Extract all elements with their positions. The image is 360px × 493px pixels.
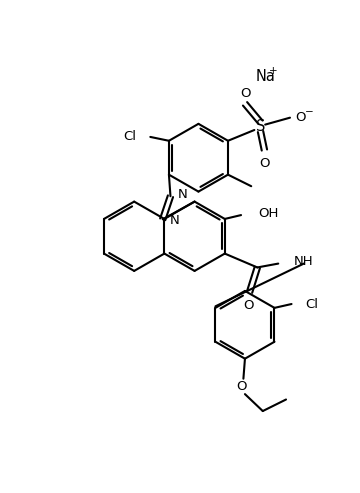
- Text: O: O: [259, 157, 270, 170]
- Text: O: O: [296, 111, 306, 124]
- Text: O: O: [243, 299, 253, 313]
- Text: OH: OH: [258, 207, 279, 220]
- Text: NH: NH: [294, 255, 313, 268]
- Text: O: O: [236, 380, 246, 393]
- Text: −: −: [305, 106, 314, 116]
- Text: S: S: [256, 119, 265, 135]
- Text: Cl: Cl: [306, 297, 319, 311]
- Text: N: N: [170, 214, 180, 227]
- Text: O: O: [240, 87, 250, 100]
- Text: Cl: Cl: [123, 131, 136, 143]
- Text: Na: Na: [256, 70, 276, 84]
- Text: N: N: [178, 188, 188, 201]
- Text: +: +: [269, 66, 278, 76]
